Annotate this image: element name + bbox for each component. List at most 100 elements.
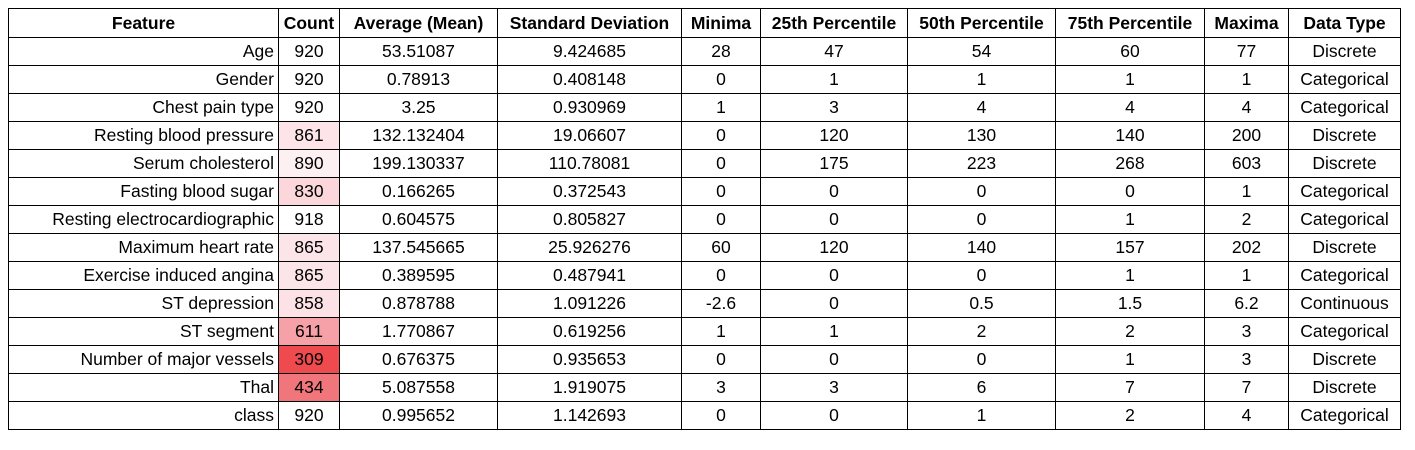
feature-cell: class: [8, 401, 279, 430]
table-row: ST depression 858 0.878788 1.091226 -2.6 0 0.5…: [8, 289, 1401, 318]
mean-cell: 0.78913: [339, 65, 498, 94]
p25-cell: 120: [760, 121, 908, 150]
data-type-cell: Categorical: [1288, 93, 1401, 122]
p75-cell: 60: [1055, 37, 1205, 66]
count-cell: 918: [278, 205, 340, 234]
table-row: Number of major vessels 309 0.676375 0.9356…: [8, 345, 1401, 374]
p25-cell: 175: [760, 149, 908, 178]
count-cell: 920: [278, 65, 340, 94]
count-cell: 920: [278, 37, 340, 66]
std-cell: 0.935653: [497, 345, 682, 374]
feature-cell: Chest pain type: [8, 93, 279, 122]
count-cell: 920: [278, 93, 340, 122]
header-max: Maxima: [1204, 8, 1289, 38]
max-cell: 3: [1204, 317, 1289, 346]
statistics-table-container: Feature Count Average (Mean) Standard De…: [8, 8, 1401, 430]
max-cell: 202: [1204, 233, 1289, 262]
p25-cell: 1: [760, 65, 908, 94]
p50-cell: 4: [907, 93, 1056, 122]
p25-cell: 1: [760, 317, 908, 346]
min-cell: 0: [681, 205, 761, 234]
data-type-cell: Discrete: [1288, 345, 1401, 374]
min-cell: 0: [681, 177, 761, 206]
data-type-cell: Categorical: [1288, 261, 1401, 290]
min-cell: 3: [681, 373, 761, 402]
data-type-cell: Discrete: [1288, 121, 1401, 150]
p25-cell: 0: [760, 345, 908, 374]
mean-cell: 0.995652: [339, 401, 498, 430]
header-row: Feature Count Average (Mean) Standard De…: [8, 8, 1401, 38]
std-cell: 19.06607: [497, 121, 682, 150]
feature-cell: Age: [8, 37, 279, 66]
min-cell: 1: [681, 93, 761, 122]
header-mean: Average (Mean): [339, 8, 498, 38]
header-p50: 50th Percentile: [907, 8, 1056, 38]
table-row: Resting electrocardiographic 918 0.604575 0…: [8, 205, 1401, 234]
p50-cell: 1: [907, 401, 1056, 430]
table-row: Maximum heart rate 865 137.545665 25.926276…: [8, 233, 1401, 262]
header-p25: 25th Percentile: [760, 8, 908, 38]
min-cell: 0: [681, 401, 761, 430]
count-cell: 434: [278, 373, 340, 402]
count-cell: 309: [278, 345, 340, 374]
p25-cell: 3: [760, 93, 908, 122]
feature-cell: Exercise induced angina: [8, 261, 279, 290]
p25-cell: 3: [760, 373, 908, 402]
p50-cell: 140: [907, 233, 1056, 262]
min-cell: 1: [681, 317, 761, 346]
min-cell: 60: [681, 233, 761, 262]
data-type-cell: Categorical: [1288, 177, 1401, 206]
mean-cell: 132.132404: [339, 121, 498, 150]
feature-cell: Resting blood pressure: [8, 121, 279, 150]
table-row: Resting blood pressure 861 132.132404 19.06…: [8, 121, 1401, 150]
p50-cell: 0: [907, 261, 1056, 290]
data-type-cell: Discrete: [1288, 37, 1401, 66]
table-row: Gender 920 0.78913 0.408148 0 1 1 1 1 Categorical: [8, 65, 1401, 94]
mean-cell: 137.545665: [339, 233, 498, 262]
table-row: Age 920 53.51087 9.424685 28 47 54 60 77 Discrete: [8, 37, 1401, 66]
std-cell: 0.408148: [497, 65, 682, 94]
max-cell: 7: [1204, 373, 1289, 402]
header-type: Data Type: [1288, 8, 1401, 38]
feature-statistics-table: Feature Count Average (Mean) Standard De…: [8, 8, 1401, 430]
feature-cell: ST segment: [8, 317, 279, 346]
data-type-cell: Categorical: [1288, 65, 1401, 94]
table-body: Age 920 53.51087 9.424685 28 47 54 60 77 Discrete…: [8, 37, 1401, 430]
min-cell: 28: [681, 37, 761, 66]
mean-cell: 0.604575: [339, 205, 498, 234]
std-cell: 0.619256: [497, 317, 682, 346]
mean-cell: 3.25: [339, 93, 498, 122]
max-cell: 200: [1204, 121, 1289, 150]
std-cell: 0.372543: [497, 177, 682, 206]
std-cell: 0.805827: [497, 205, 682, 234]
count-cell: 865: [278, 233, 340, 262]
feature-cell: Thal: [8, 373, 279, 402]
table-row: Chest pain type 920 3.25 0.930969 1 3 4 4 4 Categ…: [8, 93, 1401, 122]
p75-cell: 2: [1055, 317, 1205, 346]
mean-cell: 1.770867: [339, 317, 498, 346]
std-cell: 1.091226: [497, 289, 682, 318]
header-p75: 75th Percentile: [1055, 8, 1205, 38]
std-cell: 1.919075: [497, 373, 682, 402]
std-cell: 0.930969: [497, 93, 682, 122]
mean-cell: 0.166265: [339, 177, 498, 206]
data-type-cell: Discrete: [1288, 373, 1401, 402]
max-cell: 4: [1204, 93, 1289, 122]
feature-cell: ST depression: [8, 289, 279, 318]
feature-cell: Serum cholesterol: [8, 149, 279, 178]
p75-cell: 1: [1055, 261, 1205, 290]
header-std: Standard Deviation: [497, 8, 682, 38]
p50-cell: 54: [907, 37, 1056, 66]
count-cell: 830: [278, 177, 340, 206]
feature-cell: Fasting blood sugar: [8, 177, 279, 206]
count-cell: 861: [278, 121, 340, 150]
data-type-cell: Categorical: [1288, 317, 1401, 346]
data-type-cell: Continuous: [1288, 289, 1401, 318]
feature-cell: Resting electrocardiographic: [8, 205, 279, 234]
std-cell: 25.926276: [497, 233, 682, 262]
p25-cell: 0: [760, 177, 908, 206]
p50-cell: 223: [907, 149, 1056, 178]
p50-cell: 0: [907, 205, 1056, 234]
table-row: Exercise induced angina 865 0.389595 0.4879…: [8, 261, 1401, 290]
feature-cell: Number of major vessels: [8, 345, 279, 374]
